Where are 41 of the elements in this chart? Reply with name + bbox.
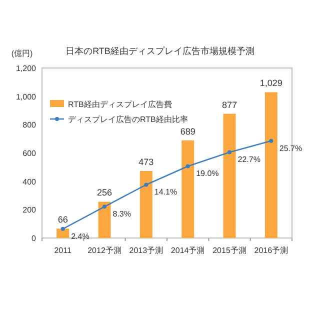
bar <box>140 170 152 238</box>
y-tick-label: 0 <box>32 234 37 243</box>
y-axis-title: (億円) <box>11 49 33 58</box>
point <box>186 164 190 168</box>
data-label: 14.1% <box>154 188 178 197</box>
point <box>228 150 232 154</box>
point <box>144 182 148 187</box>
data-label: 2.4% <box>71 232 90 241</box>
data-label: 877 <box>222 100 238 110</box>
y-tick-label: 400 <box>22 177 37 186</box>
data-label: 1,029 <box>260 78 282 88</box>
x-tick-label: 2015予測 <box>212 246 246 255</box>
data-label: 256 <box>96 188 112 198</box>
y-tick-label: 1,200 <box>16 64 37 73</box>
y-tick-label: 1,000 <box>16 92 37 102</box>
data-label: 473 <box>138 156 154 167</box>
point <box>102 204 106 209</box>
bar <box>223 114 236 238</box>
data-label: 19.0% <box>196 169 219 178</box>
point <box>60 226 65 231</box>
data-label: 689 <box>180 126 196 136</box>
data-label: 8.3% <box>112 210 131 219</box>
x-tick-label: 2014予測 <box>170 246 205 255</box>
bar <box>264 92 278 238</box>
chart-title: 日本のRTB経由ディスプレイ広告市場規模予測 <box>66 46 254 56</box>
data-label: 66 <box>58 214 68 225</box>
data-label: 22.7% <box>238 155 260 164</box>
point <box>269 138 274 143</box>
x-tick-label: 2013予測 <box>129 246 164 255</box>
x-tick-label: 2011 <box>54 246 72 255</box>
y-tick-label: 800 <box>22 120 37 130</box>
x-tick-label: 2012予測 <box>88 246 122 255</box>
legend-label: ディスプレイ広告のRTB経由比率 <box>68 115 188 124</box>
bar <box>182 140 194 238</box>
bar <box>98 202 111 238</box>
bar <box>56 228 70 238</box>
data-label: 25.7% <box>279 144 302 153</box>
y-tick-label: 600 <box>22 149 37 158</box>
y-tick-label: 200 <box>22 206 37 215</box>
legend-label: RTB経由ディスプレイ広告費 <box>68 100 172 109</box>
x-tick-label: 2016予測 <box>254 246 288 255</box>
